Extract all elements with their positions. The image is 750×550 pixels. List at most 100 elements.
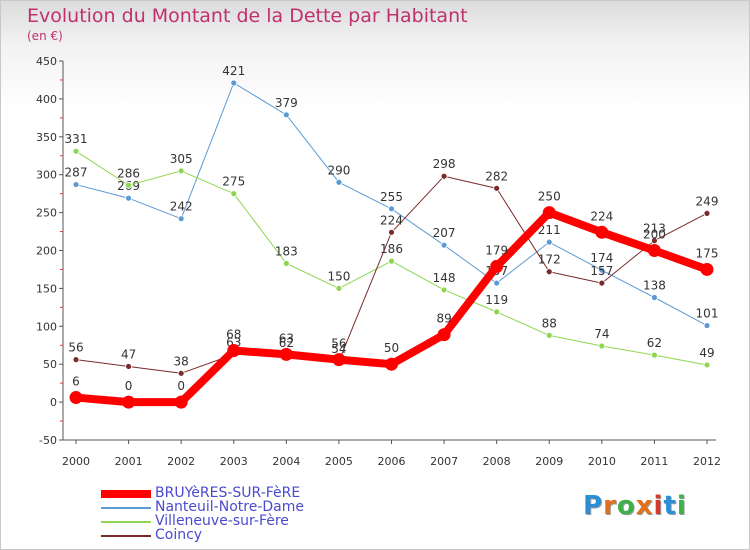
data-label-nanteuil-notre-dame: 290: [327, 163, 350, 177]
legend-label: Coincy: [155, 527, 203, 543]
data-point-bruy-res-sur-f-re: [437, 328, 451, 342]
y-tick-label: 100: [36, 320, 57, 333]
x-tick-label: 2011: [640, 455, 668, 468]
data-point-villeneuve-sur-f-re: [177, 167, 185, 175]
data-label-bruy-res-sur-f-re: 224: [590, 209, 613, 223]
data-label-villeneuve-sur-f-re: 148: [433, 271, 456, 285]
data-label-nanteuil-notre-dame: 287: [65, 166, 88, 180]
data-label-bruy-res-sur-f-re: 0: [125, 379, 133, 393]
y-tick-label: 300: [36, 169, 57, 182]
legend-swatch: [101, 507, 151, 509]
logo-letter: P: [583, 491, 604, 521]
data-point-nanteuil-notre-dame: [703, 322, 711, 329]
data-point-bruy-res-sur-f-re: [122, 395, 136, 409]
data-point-bruy-res-sur-f-re: [647, 244, 661, 257]
data-label-villeneuve-sur-f-re: 150: [327, 269, 350, 283]
data-point-bruy-res-sur-f-re: [174, 395, 188, 409]
logo-letter: t: [663, 491, 677, 521]
data-label-villeneuve-sur-f-re: 88: [542, 316, 557, 330]
data-point-villeneuve-sur-f-re: [388, 257, 395, 265]
data-label-nanteuil-notre-dame: 242: [170, 200, 193, 214]
data-point-nanteuil-notre-dame: [545, 238, 553, 246]
data-label-villeneuve-sur-f-re: 49: [699, 346, 714, 360]
x-tick-label: 2002: [167, 455, 195, 468]
legend-swatch: [101, 535, 151, 537]
data-point-coincy: [125, 363, 132, 370]
data-point-nanteuil-notre-dame: [335, 178, 343, 186]
data-label-nanteuil-notre-dame: 138: [643, 278, 666, 292]
x-tick-label: 2003: [220, 455, 248, 468]
data-point-coincy: [440, 172, 448, 180]
data-point-nanteuil-notre-dame: [230, 79, 238, 87]
data-point-coincy: [598, 279, 606, 287]
data-point-bruy-res-sur-f-re: [332, 353, 346, 367]
data-point-bruy-res-sur-f-re: [700, 262, 714, 276]
chart-title: Evolution du Montant de la Dette par Hab…: [27, 5, 468, 27]
data-label-nanteuil-notre-dame: 207: [433, 226, 456, 240]
data-label-villeneuve-sur-f-re: 62: [647, 336, 662, 350]
data-point-villeneuve-sur-f-re: [598, 342, 606, 350]
legend-label: Nanteuil-Notre-Dame: [155, 499, 304, 515]
data-point-nanteuil-notre-dame: [493, 279, 501, 287]
data-label-bruy-res-sur-f-re: 200: [643, 228, 666, 242]
logo-letter: i: [676, 491, 687, 521]
data-point-nanteuil-notre-dame: [282, 111, 290, 119]
x-tick-label: 2012: [693, 455, 721, 468]
data-label-villeneuve-sur-f-re: 305: [170, 152, 193, 166]
legend-swatch: [101, 521, 151, 523]
y-tick-label: 200: [36, 245, 57, 258]
data-point-coincy: [703, 209, 711, 217]
x-tick-label: 2004: [272, 455, 300, 468]
data-label-coincy: 62: [279, 336, 294, 350]
data-label-bruy-res-sur-f-re: 6: [72, 375, 80, 389]
data-point-villeneuve-sur-f-re: [545, 331, 553, 339]
data-label-bruy-res-sur-f-re: 179: [485, 243, 508, 257]
data-label-nanteuil-notre-dame: 421: [222, 64, 245, 78]
data-point-villeneuve-sur-f-re: [493, 308, 501, 316]
data-label-nanteuil-notre-dame: 379: [275, 96, 298, 110]
data-point-villeneuve-sur-f-re: [282, 259, 290, 267]
data-label-coincy: 56: [68, 341, 83, 355]
data-point-coincy: [72, 356, 80, 364]
data-label-villeneuve-sur-f-re: 275: [222, 175, 245, 189]
data-label-bruy-res-sur-f-re: 50: [384, 341, 399, 355]
y-tick-label: -50: [39, 434, 57, 447]
data-point-coincy: [177, 369, 185, 377]
data-point-villeneuve-sur-f-re: [703, 361, 711, 369]
data-point-villeneuve-sur-f-re: [335, 284, 343, 292]
y-tick-label: 400: [36, 93, 57, 106]
data-label-coincy: 224: [380, 213, 403, 227]
data-point-villeneuve-sur-f-re: [125, 181, 132, 189]
data-label-nanteuil-notre-dame: 255: [380, 190, 403, 204]
data-label-bruy-res-sur-f-re: 63: [279, 331, 294, 345]
data-point-villeneuve-sur-f-re: [230, 190, 238, 198]
data-label-coincy: 54: [331, 342, 346, 356]
data-label-coincy: 38: [174, 354, 189, 368]
data-point-bruy-res-sur-f-re: [227, 344, 241, 358]
data-label-coincy: 298: [433, 157, 456, 171]
data-point-nanteuil-notre-dame: [651, 294, 658, 301]
data-point-nanteuil-notre-dame: [125, 194, 132, 202]
data-label-coincy: 249: [696, 194, 719, 208]
data-point-villeneuve-sur-f-re: [440, 286, 448, 294]
legend-swatch: [101, 490, 151, 498]
data-point-bruy-res-sur-f-re: [595, 225, 609, 239]
x-tick-label: 2010: [588, 455, 616, 468]
data-point-bruy-res-sur-f-re: [279, 347, 293, 361]
data-point-bruy-res-sur-f-re: [490, 259, 504, 273]
y-tick-label: 150: [36, 282, 57, 295]
data-label-bruy-res-sur-f-re: 56: [331, 337, 346, 351]
data-point-coincy: [388, 228, 395, 236]
proxiti-logo: Proxiti: [583, 491, 687, 521]
data-label-coincy: 157: [590, 264, 613, 278]
legend-label: Villeneuve-sur-Fère: [155, 513, 289, 529]
data-label-villeneuve-sur-f-re: 74: [594, 327, 609, 341]
data-point-nanteuil-notre-dame: [598, 266, 606, 274]
logo-letter: i: [653, 491, 664, 521]
x-tick-label: 2001: [115, 455, 143, 468]
data-label-nanteuil-notre-dame: 174: [590, 251, 613, 265]
data-point-villeneuve-sur-f-re: [651, 351, 658, 359]
data-label-bruy-res-sur-f-re: 175: [696, 246, 719, 260]
series-line-bruy-res-sur-f-re: [72, 208, 711, 407]
y-tick-label: 450: [36, 55, 57, 68]
